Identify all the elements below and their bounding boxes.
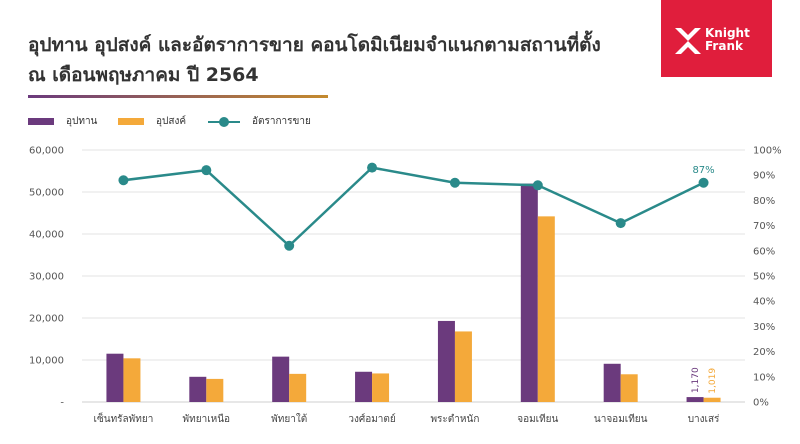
right-axis-tick-label: 90% <box>753 171 775 182</box>
knight-frank-logo: Knight Frank <box>661 0 772 77</box>
chart-title: อุปทาน อุปสงค์ และอัตราการขาย คอนโดมิเนี… <box>28 30 668 90</box>
right-axis-tick-label: 0% <box>753 398 769 409</box>
bar-supply <box>520 183 538 402</box>
bar-demand <box>537 216 555 402</box>
bar-supply <box>355 371 373 402</box>
legend-swatch-supply <box>28 118 54 125</box>
rate-point <box>698 177 709 188</box>
legend-label-rate: อัตราการขาย <box>252 116 311 127</box>
bar-supply <box>437 320 455 402</box>
data-label-supply: 1,170 <box>691 367 701 393</box>
bar-supply <box>189 376 207 402</box>
bar-supply <box>272 356 290 402</box>
logo-line-1: Knight <box>705 26 750 40</box>
x-axis-category-label: วงศ์อมาตย์ <box>348 413 395 425</box>
rate-point <box>449 177 460 188</box>
data-label-demand: 1,019 <box>708 368 718 394</box>
title-underline <box>28 95 328 98</box>
x-axis-category-label: บางเสร่ <box>688 414 720 425</box>
right-axis-tick-label: 60% <box>753 246 775 257</box>
rate-point <box>118 175 129 186</box>
right-axis-tick-label: 30% <box>753 322 775 333</box>
x-axis-category-label: นาจอมเทียน <box>594 413 648 425</box>
bar-demand <box>289 373 307 402</box>
legend-item-rate: อัตราการขาย <box>208 114 311 129</box>
left-axis-tick-label: 50,000 <box>29 188 64 199</box>
left-axis-tick-label: 60,000 <box>29 146 64 157</box>
chart-title-line-2: ณ เดือนพฤษภาคม ปี 2564 <box>28 64 259 86</box>
rate-point <box>367 162 378 173</box>
right-axis-tick-label: 80% <box>753 196 775 207</box>
right-axis-tick-label: 70% <box>753 221 775 232</box>
x-axis-category-label: เซ็นทรัลพัทยา <box>94 411 154 425</box>
right-axis-tick-label: 10% <box>753 372 775 383</box>
left-axis-tick-label: 10,000 <box>29 356 64 367</box>
logo-line-2: Frank <box>705 39 743 53</box>
x-axis-category-label: พัทยาใต้ <box>271 413 307 425</box>
x-axis-category-label: พัทยาเหนือ <box>183 413 231 425</box>
rate-point <box>201 165 212 176</box>
left-axis-tick-label: 40,000 <box>29 230 64 241</box>
bar-demand <box>123 358 141 402</box>
rate-point <box>284 240 295 251</box>
rate-line <box>123 166 705 248</box>
bar-supply <box>106 353 124 402</box>
left-axis-tick-label: 20,000 <box>29 314 64 325</box>
bar-supply <box>603 363 621 402</box>
legend-item-demand: อุปสงค์ <box>118 114 186 129</box>
rate-point <box>615 218 626 229</box>
bar-demand <box>454 331 472 402</box>
legend-label-supply: อุปทาน <box>66 116 98 127</box>
right-axis-tick-label: 100% <box>753 146 782 157</box>
data-label-rate: 87% <box>692 165 714 176</box>
right-axis-tick-label: 20% <box>753 347 775 358</box>
rate-point <box>532 180 543 191</box>
legend-item-supply: อุปทาน <box>28 114 97 129</box>
legend-label-demand: อุปสงค์ <box>156 116 187 127</box>
bar-demand <box>703 397 721 402</box>
chart-title-line-1: อุปทาน อุปสงค์ และอัตราการขาย คอนโดมิเนี… <box>28 34 601 56</box>
right-axis-tick-label: 50% <box>753 272 775 283</box>
knight-frank-logo-icon <box>675 28 701 54</box>
bar-demand <box>206 378 224 402</box>
bar-demand <box>372 373 390 402</box>
x-axis-category-label: จอมเทียน <box>517 413 558 425</box>
legend-swatch-demand <box>118 118 144 125</box>
bar-demand <box>620 374 638 402</box>
x-axis-category-label: พระตำหนัก <box>430 414 479 425</box>
left-axis-tick-label: - <box>60 398 64 409</box>
bar-supply <box>686 397 704 402</box>
left-axis-tick-label: 30,000 <box>29 272 64 283</box>
right-axis-tick-label: 40% <box>753 297 775 308</box>
legend-swatch-rate <box>208 116 240 127</box>
logo-text: Knight Frank <box>705 27 750 53</box>
